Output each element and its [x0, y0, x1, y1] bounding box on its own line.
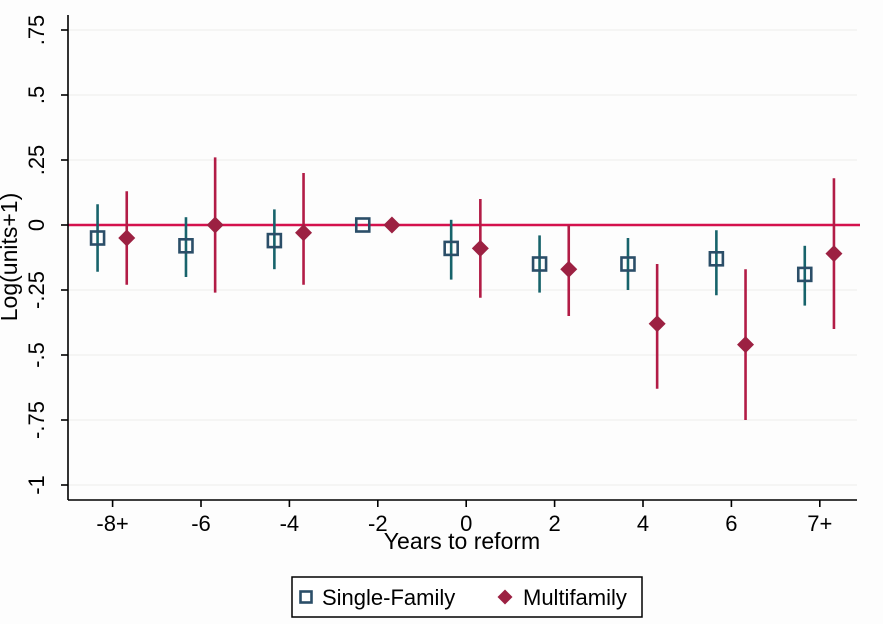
- multifamily-point: [648, 315, 666, 333]
- y-tick-label: .5: [24, 86, 49, 104]
- multifamily-point: [737, 336, 755, 354]
- single-family-point: [708, 251, 725, 267]
- multifamily-point: [118, 229, 136, 247]
- single-family-point: [443, 240, 459, 257]
- single-family-point: [531, 256, 548, 272]
- multifamily-point: [295, 224, 313, 242]
- x-tick-label: 0: [460, 511, 472, 536]
- y-tick-label: -.75: [24, 401, 49, 439]
- legend-label-single-family: Single-Family: [322, 585, 455, 610]
- multifamily-point: [825, 245, 843, 263]
- y-tick-label: 0: [24, 219, 49, 231]
- x-tick-label: -8+: [96, 511, 128, 536]
- single-family-point: [178, 238, 194, 254]
- x-tick-label: 2: [548, 511, 560, 536]
- multifamily-point: [206, 216, 224, 234]
- legend-label-multifamily: Multifamily: [523, 585, 627, 610]
- single-family-point: [796, 266, 813, 283]
- y-tick-label: -1: [24, 475, 49, 495]
- y-axis-title: Log(units+1): [0, 193, 22, 322]
- legend-single-family-square-icon: [299, 590, 313, 604]
- series-layer: [89, 157, 843, 420]
- legend-multifamily-diamond-icon: [497, 589, 513, 605]
- x-tick-label: 7+: [807, 511, 832, 536]
- single-family-point: [620, 256, 636, 272]
- x-axis-title: Years to reform: [384, 528, 540, 554]
- y-tick-label: .25: [24, 145, 49, 176]
- axes: .75 .5 .25 0 -.25 -.5 -.75 -1 -8+ -6 -4 -2 0 2 4 6 7+: [24, 15, 857, 536]
- multifamily-point: [560, 260, 578, 278]
- single-family-point: [354, 217, 371, 233]
- legend: Single-Family Multifamily: [291, 576, 643, 618]
- legend-box: [291, 576, 643, 618]
- y-tick-label: -.25: [24, 271, 49, 309]
- multifamily-point: [471, 239, 489, 257]
- y-tick-label: .75: [24, 15, 49, 46]
- x-tick-label: 6: [725, 511, 737, 536]
- multifamily-point: [383, 216, 401, 234]
- x-tick-label: -4: [280, 511, 300, 536]
- single-family-point: [266, 232, 283, 249]
- y-tick-label: -.5: [24, 342, 49, 368]
- single-family-point: [89, 230, 106, 246]
- x-tick-label: -6: [191, 511, 211, 536]
- x-tick-label: 4: [637, 511, 649, 536]
- x-tick-label: -2: [368, 511, 388, 536]
